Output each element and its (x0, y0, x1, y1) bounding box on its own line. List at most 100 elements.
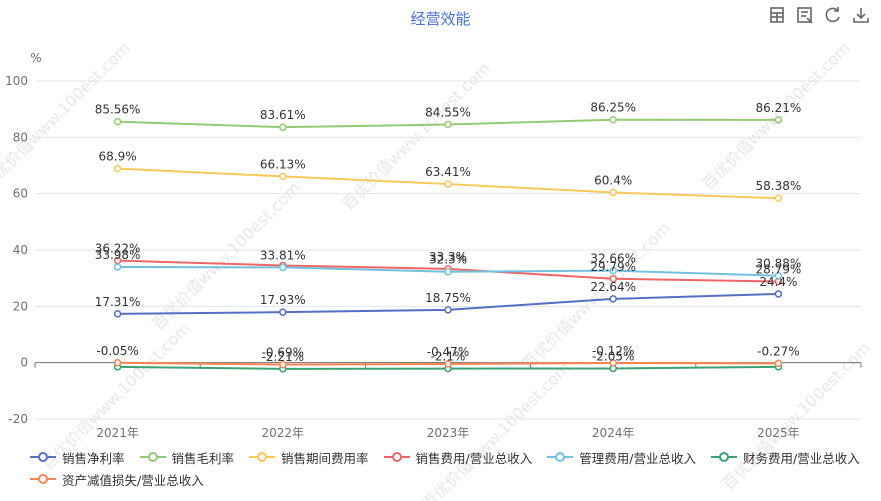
data-label: 32.3% (429, 253, 467, 267)
data-label: 86.21% (756, 101, 802, 115)
data-label: 85.56% (95, 103, 141, 117)
legend-label: 资产减值损失/营业总收入 (62, 472, 204, 488)
table-icon[interactable] (767, 5, 787, 25)
data-label: 58.38% (756, 179, 802, 193)
legend-label: 财务费用/营业总收入 (742, 450, 860, 466)
data-label: 33.3% (429, 250, 467, 264)
y-tick-label: 60 (13, 187, 28, 201)
legend-row: 资产减值损失/营业总收入 (30, 468, 870, 490)
refresh-icon[interactable] (823, 5, 843, 25)
x-tick-label: 2024年 (592, 426, 635, 440)
data-label: 66.13% (260, 157, 306, 171)
data-point[interactable] (444, 267, 452, 276)
legend-line-icon (30, 474, 56, 484)
data-point[interactable] (609, 359, 617, 367)
legend: 销售净利率 销售毛利率 销售期间费用率 销售费用/营业总收入 管理费用/营业总收入 财务费… (30, 446, 870, 490)
y-tick-label: -20 (8, 412, 28, 426)
data-label: -2.05% (592, 349, 634, 363)
data-point[interactable] (609, 266, 617, 275)
legend-label: 管理费用/营业总收入 (579, 450, 696, 466)
data-point[interactable] (444, 120, 452, 129)
data-point[interactable] (279, 360, 287, 369)
data-label: 18.75% (425, 291, 471, 305)
data-label: 86.25% (590, 101, 636, 115)
legend-label: 销售期间费用率 (281, 450, 369, 466)
data-label: 83.61% (260, 108, 306, 122)
data-point[interactable] (609, 275, 617, 283)
legend-line-icon (383, 452, 410, 462)
x-tick-label: 2025年 (757, 426, 800, 440)
data-label: 60.4% (594, 174, 632, 188)
data-label: 24.4% (759, 275, 797, 289)
data-point[interactable] (113, 310, 122, 318)
data-point[interactable] (113, 164, 122, 173)
data-view-icon[interactable] (795, 5, 815, 25)
y-tick-label: 100 (5, 74, 28, 88)
data-point[interactable] (444, 306, 452, 314)
legend-item[interactable]: 财务费用/营业总收入 (710, 448, 860, 467)
data-label: 63.41% (425, 165, 471, 179)
data-label: -0.05% (96, 344, 138, 358)
data-point[interactable] (444, 180, 452, 188)
legend-label: 销售净利率 (62, 450, 125, 466)
data-label: 28.79% (756, 263, 802, 277)
data-label: 17.31% (95, 295, 141, 309)
data-point[interactable] (609, 295, 617, 303)
data-point[interactable] (113, 359, 122, 367)
x-tick-label: 2021年 (96, 426, 139, 440)
data-label: -2.1% (431, 350, 466, 364)
data-label: -0.27% (757, 344, 799, 358)
data-point[interactable] (279, 308, 287, 316)
legend-item[interactable]: 销售净利率 (30, 448, 125, 467)
data-point[interactable] (279, 263, 287, 272)
data-point[interactable] (609, 188, 617, 197)
data-point[interactable] (444, 360, 452, 368)
y-tick-label: 40 (13, 243, 28, 257)
legend-item[interactable]: 管理费用/营业总收入 (547, 448, 696, 467)
data-label: 32.66% (590, 252, 636, 266)
legend-line-icon (710, 452, 737, 462)
data-label: 33.81% (260, 248, 306, 262)
data-point[interactable] (774, 290, 783, 298)
y-tick-label: 80 (13, 130, 28, 144)
watermark-text: 百优价值www.100est.com (698, 38, 854, 194)
legend-item[interactable]: 销售毛利率 (139, 448, 235, 467)
data-point[interactable] (113, 117, 122, 126)
data-label: 84.55% (425, 106, 471, 120)
series (113, 115, 783, 373)
legend-item[interactable]: 资产减值损失/营业总收入 (30, 470, 204, 489)
watermark-text: 百优价值www.100est.com (338, 58, 494, 214)
legend-item[interactable]: 销售费用/营业总收入 (383, 448, 532, 467)
legend-item[interactable]: 销售期间费用率 (249, 448, 369, 467)
x-tick-label: 2022年 (262, 426, 305, 440)
legend-line-icon (249, 452, 276, 462)
data-label: -0.12% (592, 344, 634, 358)
data-label: -0.69% (262, 346, 304, 360)
data-point[interactable] (279, 123, 287, 131)
data-point[interactable] (279, 172, 287, 181)
data-point[interactable] (113, 263, 122, 271)
y-axis-unit: % (30, 51, 41, 65)
data-point[interactable] (609, 115, 617, 124)
data-point[interactable] (774, 271, 783, 280)
data-point[interactable] (774, 116, 783, 124)
legend-row: 销售净利率 销售毛利率 销售期间费用率 销售费用/营业总收入 管理费用/营业总收入 财务费… (30, 446, 870, 468)
x-tick-label: 2023年 (427, 426, 470, 440)
data-point[interactable] (774, 359, 783, 368)
data-label: 33.98% (95, 248, 141, 262)
data-label: 68.9% (99, 150, 137, 164)
data-labels: 17.31% 17.93% 18.75% 22.64% 24.4% 85.56% 83.61… (95, 101, 802, 364)
y-tick-label: 0 (20, 356, 28, 370)
data-label: 17.93% (260, 293, 306, 307)
data-point[interactable] (774, 194, 783, 202)
data-label: 36.22% (95, 242, 141, 256)
y-tick-label: 20 (13, 299, 28, 313)
legend-label: 销售毛利率 (171, 450, 235, 466)
legend-line-icon (139, 452, 166, 462)
data-label: -2.21% (262, 350, 304, 364)
data-label: 30.88% (756, 257, 802, 271)
chart-title: 经营效能 (410, 10, 471, 28)
data-label: -0.47% (427, 345, 469, 359)
download-icon[interactable] (851, 5, 871, 25)
